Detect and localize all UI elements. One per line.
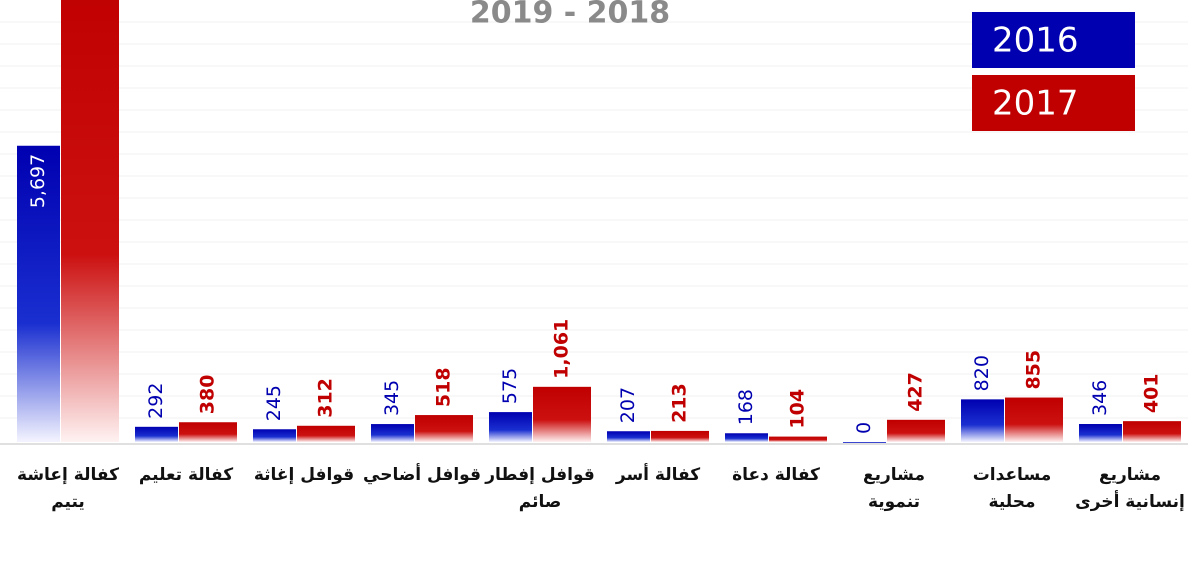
bar: [415, 415, 473, 442]
x-tick-label: مساعدات محلية: [972, 465, 1052, 512]
x-tick-label: قوافل إغاثة: [253, 465, 355, 485]
data-label: 855: [1023, 350, 1045, 390]
bar: [1079, 424, 1122, 442]
x-tick-label: كفالة دعاة: [732, 465, 820, 485]
data-label: 312: [315, 378, 337, 418]
bar: [607, 431, 650, 442]
data-label: 5,697: [27, 154, 49, 208]
data-label: 380: [197, 375, 219, 415]
data-label: 0: [853, 422, 875, 434]
bar: [769, 436, 827, 442]
legend-label: 2017: [992, 84, 1079, 124]
x-tick-label: كفالة إعاشة يتيم: [17, 465, 119, 512]
bar: [651, 430, 709, 442]
x-tick-label: قوافل أضاحي: [363, 465, 481, 485]
data-label: 820: [971, 355, 993, 391]
data-label: 245: [263, 385, 285, 421]
data-label: 427: [905, 372, 927, 412]
bar: [887, 419, 945, 442]
legend-label: 2016: [992, 21, 1079, 61]
bar: [61, 0, 119, 442]
data-label: 292: [145, 383, 167, 419]
legend-swatch: [972, 75, 1135, 131]
bar: [179, 422, 237, 442]
bar: [135, 426, 178, 442]
data-label: 518: [433, 367, 455, 407]
bar: [253, 429, 296, 442]
data-label: 104: [787, 389, 809, 429]
data-label: 345: [381, 380, 403, 416]
x-tick-label: مشاريع تنموية: [863, 465, 925, 512]
x-tick-label: قوافل إفطار صائم: [485, 465, 595, 512]
x-tick-label: مشاريع إنسانية أخرى: [1075, 465, 1185, 512]
data-label: 575: [499, 368, 521, 404]
x-tick-label: كفالة تعليم: [138, 465, 234, 485]
bar: [1005, 397, 1063, 442]
bar: [17, 145, 60, 443]
background-grid: [0, 21, 1188, 419]
bar: [489, 412, 532, 442]
bar: [725, 433, 768, 442]
data-label: 1,061: [551, 319, 573, 379]
data-label: 207: [617, 387, 639, 423]
data-label: 346: [1089, 380, 1111, 416]
bar: [297, 425, 355, 442]
x-tick-label: كفالة أسر: [615, 465, 701, 485]
bar: [843, 442, 886, 443]
bar: [371, 424, 414, 442]
bar: [533, 386, 591, 442]
data-label: 168: [735, 389, 757, 425]
chart-title: 2019 - 2018: [470, 0, 670, 31]
data-label: 401: [1141, 373, 1163, 413]
bar: [961, 399, 1004, 442]
bar: [1123, 421, 1181, 442]
data-label: 213: [669, 383, 691, 423]
legend-swatch: [972, 12, 1135, 68]
